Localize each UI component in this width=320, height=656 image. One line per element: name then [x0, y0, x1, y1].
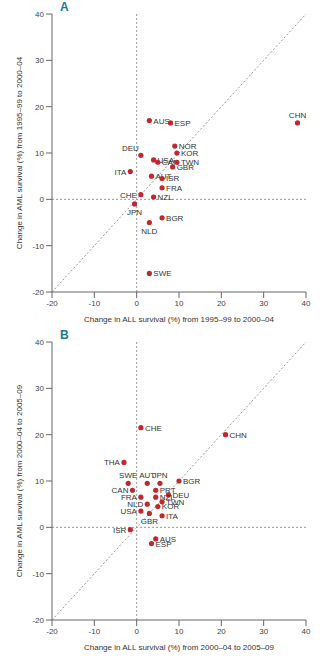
svg-text:20: 20 — [217, 627, 226, 636]
svg-text:10: 10 — [175, 299, 184, 308]
svg-text:JPN: JPN — [152, 471, 167, 480]
svg-text:Change in ALL survival (%) fro: Change in ALL survival (%) from 2000–04 … — [84, 643, 275, 652]
svg-text:SWE: SWE — [119, 471, 137, 480]
svg-text:ESP: ESP — [155, 540, 171, 549]
svg-text:0: 0 — [40, 523, 45, 532]
svg-text:-10: -10 — [89, 299, 101, 308]
svg-text:ITA: ITA — [114, 168, 127, 177]
svg-text:10: 10 — [175, 627, 184, 636]
svg-text:ITA: ITA — [166, 512, 179, 521]
svg-text:THA: THA — [104, 458, 121, 467]
svg-text:-20: -20 — [32, 288, 44, 297]
svg-text:GBR: GBR — [141, 517, 159, 526]
svg-text:CHE: CHE — [145, 424, 162, 433]
svg-text:CHE: CHE — [120, 191, 137, 200]
svg-text:Change in AML survival (%) fro: Change in AML survival (%) from 2000–04 … — [15, 384, 24, 577]
svg-text:ESP: ESP — [175, 119, 191, 128]
svg-text:30: 30 — [35, 384, 44, 393]
svg-text:FRA: FRA — [166, 184, 183, 193]
svg-text:40: 40 — [302, 627, 311, 636]
svg-text:-20: -20 — [46, 299, 58, 308]
svg-text:BGR: BGR — [183, 477, 201, 486]
svg-text:0: 0 — [134, 299, 139, 308]
svg-text:-20: -20 — [32, 616, 44, 625]
svg-text:AUS: AUS — [153, 117, 169, 126]
svg-text:BGR: BGR — [166, 214, 184, 223]
svg-text:DEU: DEU — [122, 144, 139, 153]
svg-text:KOR: KOR — [181, 149, 199, 158]
svg-text:30: 30 — [35, 56, 44, 65]
svg-text:GBR: GBR — [177, 163, 195, 172]
svg-text:40: 40 — [302, 299, 311, 308]
svg-text:ISR: ISR — [166, 174, 180, 183]
svg-text:10: 10 — [35, 149, 44, 158]
svg-text:Change in ALL survival (%) fro: Change in ALL survival (%) from 1995–99 … — [84, 315, 275, 324]
svg-text:JPN: JPN — [127, 208, 142, 217]
svg-text:CHN: CHN — [230, 431, 248, 440]
svg-text:0: 0 — [134, 627, 139, 636]
svg-text:30: 30 — [259, 627, 268, 636]
svg-text:SWE: SWE — [153, 269, 171, 278]
svg-text:NLD: NLD — [141, 227, 157, 236]
svg-text:10: 10 — [35, 477, 44, 486]
svg-text:-20: -20 — [46, 627, 58, 636]
svg-text:NZL: NZL — [158, 193, 174, 202]
svg-text:-10: -10 — [32, 570, 44, 579]
svg-text:40: 40 — [35, 338, 44, 347]
svg-text:0: 0 — [40, 195, 45, 204]
svg-text:USA: USA — [120, 507, 137, 516]
svg-text:-10: -10 — [32, 242, 44, 251]
svg-text:20: 20 — [35, 103, 44, 112]
svg-text:20: 20 — [35, 431, 44, 440]
svg-text:30: 30 — [259, 299, 268, 308]
svg-text:-10: -10 — [89, 627, 101, 636]
svg-text:20: 20 — [217, 299, 226, 308]
svg-text:ISR: ISR — [113, 526, 127, 535]
svg-text:40: 40 — [35, 10, 44, 19]
svg-text:CHN: CHN — [289, 111, 306, 120]
svg-text:KOR: KOR — [162, 502, 180, 511]
svg-text:Change in AML survival (%) fro: Change in AML survival (%) from 1995–99 … — [15, 56, 24, 249]
